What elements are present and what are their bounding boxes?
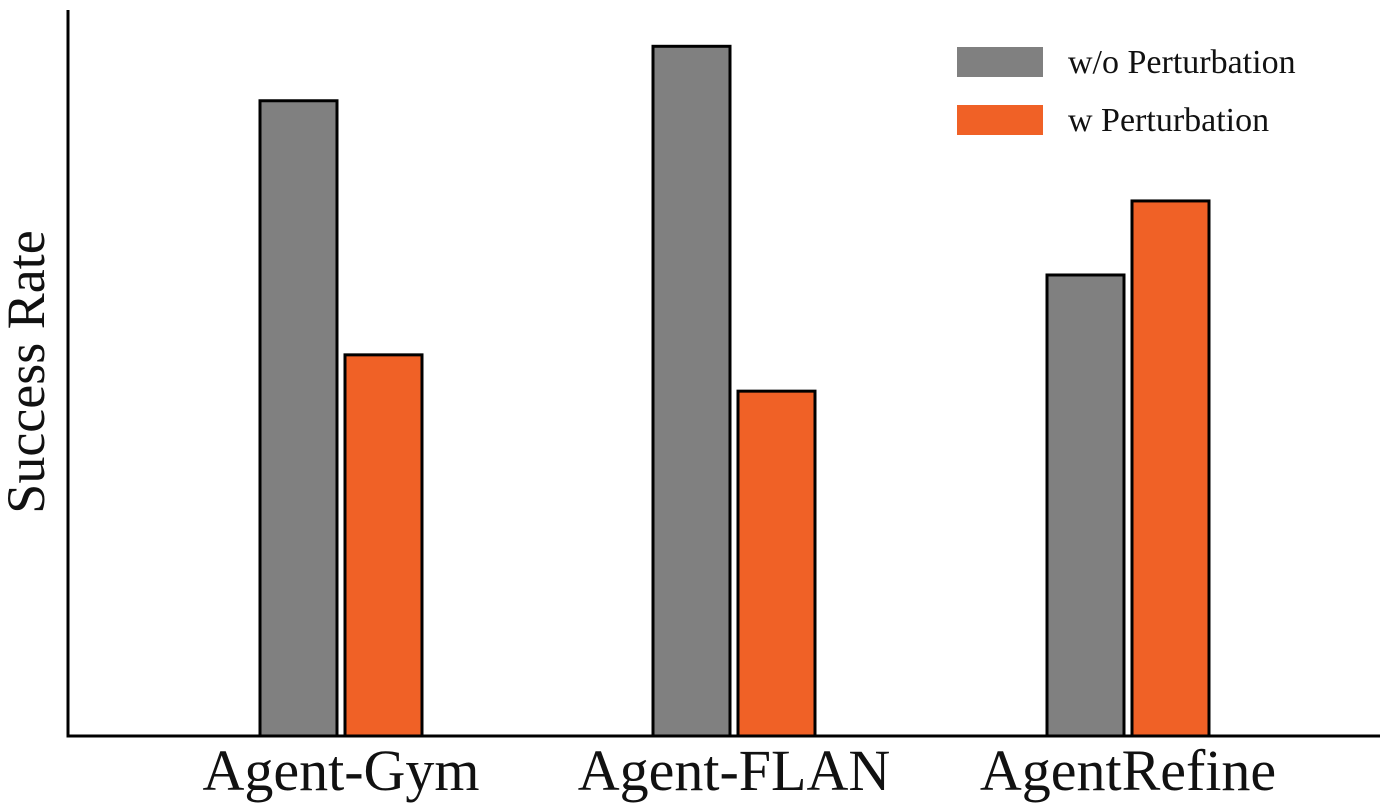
bar-agent-gym-w-perturbation — [343, 353, 424, 738]
x-tick-label: Agent-Gym — [202, 738, 479, 803]
legend: w/o Perturbation w Perturbation — [957, 44, 1296, 139]
bar-agent-flan-w-perturbation — [736, 389, 817, 738]
bar-agentrefine-w-o-perturbation — [1045, 273, 1126, 738]
legend-label: w/o Perturbation — [1068, 44, 1296, 81]
x-tick-label: Agent-FLAN — [578, 738, 891, 803]
legend-swatch — [957, 105, 1043, 135]
y-axis-label: Success Rate — [0, 230, 56, 513]
legend-swatch — [957, 47, 1043, 77]
bar-agent-flan-w-o-perturbation — [651, 44, 732, 738]
legend-label: w Perturbation — [1068, 102, 1269, 139]
x-tick-label: AgentRefine — [980, 738, 1276, 803]
x-tick-labels: Agent-Gym Agent-FLAN AgentRefine — [202, 738, 1276, 803]
bar-agent-gym-w-o-perturbation — [258, 99, 339, 738]
bar-agentrefine-w-perturbation — [1130, 199, 1211, 738]
bars-layer — [258, 44, 1211, 738]
